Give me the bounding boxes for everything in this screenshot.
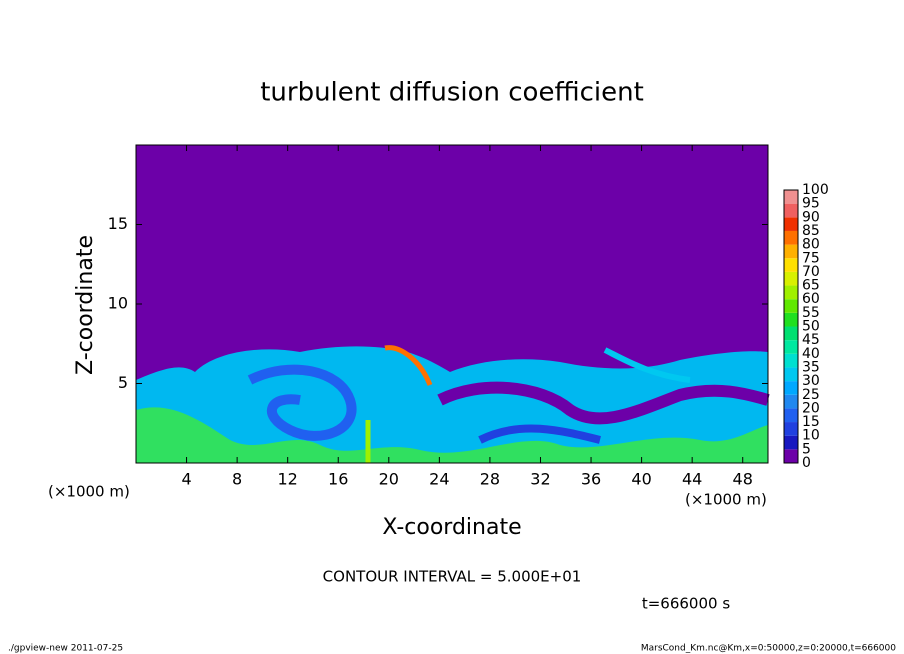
x-tick-label: 20 [379, 470, 399, 489]
colorbar-label: 60 [802, 291, 820, 307]
colorbar-label: 95 [802, 196, 820, 212]
colorbar-bin [784, 285, 798, 300]
colorbar-bin [784, 271, 798, 286]
field-peak [384, 345, 433, 386]
footer-right: MarsCond_Km.nc@Km,x=0:50000,z=0:20000,t=… [641, 644, 896, 654]
colorbar-label: 20 [802, 400, 820, 416]
colorbar-bin [784, 312, 798, 327]
colorbar-bin [784, 381, 798, 395]
field-swirl [478, 424, 601, 444]
x-tick-label: 48 [733, 470, 753, 489]
x-unit-right: (×1000 m) [685, 491, 767, 509]
field-blob [136, 407, 768, 463]
colorbar-label: 35 [802, 359, 820, 375]
colorbar-label: 80 [802, 237, 820, 253]
colorbar-bin [784, 326, 798, 341]
colorbar-label: 55 [802, 305, 820, 321]
field-swirl [247, 364, 357, 441]
colorbar-bin [784, 340, 798, 354]
colorbar-bin [784, 367, 798, 382]
colorbar-bin [784, 422, 798, 436]
time-label: t=666000 s [642, 595, 730, 613]
colorbar-bin [784, 230, 798, 245]
colorbar-label: 100 [802, 182, 829, 198]
colorbar-label: 50 [802, 319, 820, 335]
colorbar-bin [784, 299, 798, 313]
colorbar-label: 75 [802, 250, 820, 266]
colorbar-bin [784, 449, 798, 463]
colorbar-bin [784, 435, 798, 450]
x-tick-label: 28 [480, 470, 500, 489]
colorbar-label: 25 [802, 387, 820, 403]
colorbar-bin [784, 203, 798, 218]
x-tick-label: 16 [328, 470, 348, 489]
x-tick-label: 4 [181, 470, 191, 489]
x-tick-label: 36 [581, 470, 601, 489]
colorbar-label: 10 [802, 428, 820, 444]
colorbar-bin [784, 394, 798, 409]
colorbar-label: 85 [802, 223, 820, 239]
colorbar-label: 5 [802, 441, 811, 457]
colorbar-label: 0 [802, 455, 811, 471]
x-tick-label: 40 [631, 470, 651, 489]
colorbar-label: 70 [802, 264, 820, 280]
x-tick-label: 8 [232, 470, 242, 489]
colorbar-bin [784, 190, 798, 204]
y-tick-label: 10 [108, 294, 128, 313]
contour-note: CONTOUR INTERVAL = 5.000E+01 [323, 568, 582, 586]
y-tick-label: 5 [118, 373, 128, 392]
field [135, 144, 770, 464]
chart-title: turbulent diffusion coefficient [260, 78, 644, 108]
footer-left: ./gpview-new 2011-07-25 [8, 644, 123, 654]
y-axis-label: Z-coordinate [73, 235, 98, 375]
colorbar-bin [784, 258, 798, 272]
field-swirl [603, 347, 691, 383]
colorbar-label: 45 [802, 332, 820, 348]
colorbar-bin [784, 408, 798, 423]
x-unit-left: (×1000 m) [48, 483, 130, 501]
colorbar-label: 30 [802, 373, 820, 389]
colorbar-label: 90 [802, 209, 820, 225]
x-tick-label: 32 [530, 470, 550, 489]
colorbar-label: 40 [802, 346, 820, 362]
y-tick-label: 15 [108, 214, 128, 233]
colorbar-bin [784, 244, 798, 259]
colorbar-bin [784, 353, 798, 368]
x-tick-label: 44 [682, 470, 702, 489]
colorbar-frame [783, 189, 799, 464]
field-swirl [437, 381, 770, 425]
colorbar-label: 65 [802, 278, 820, 294]
x-tick-label: 24 [429, 470, 449, 489]
colorbar-bin [784, 217, 798, 231]
x-axis-label: X-coordinate [382, 515, 521, 540]
colorbar-label: 15 [802, 414, 820, 430]
x-tick-label: 12 [278, 470, 298, 489]
